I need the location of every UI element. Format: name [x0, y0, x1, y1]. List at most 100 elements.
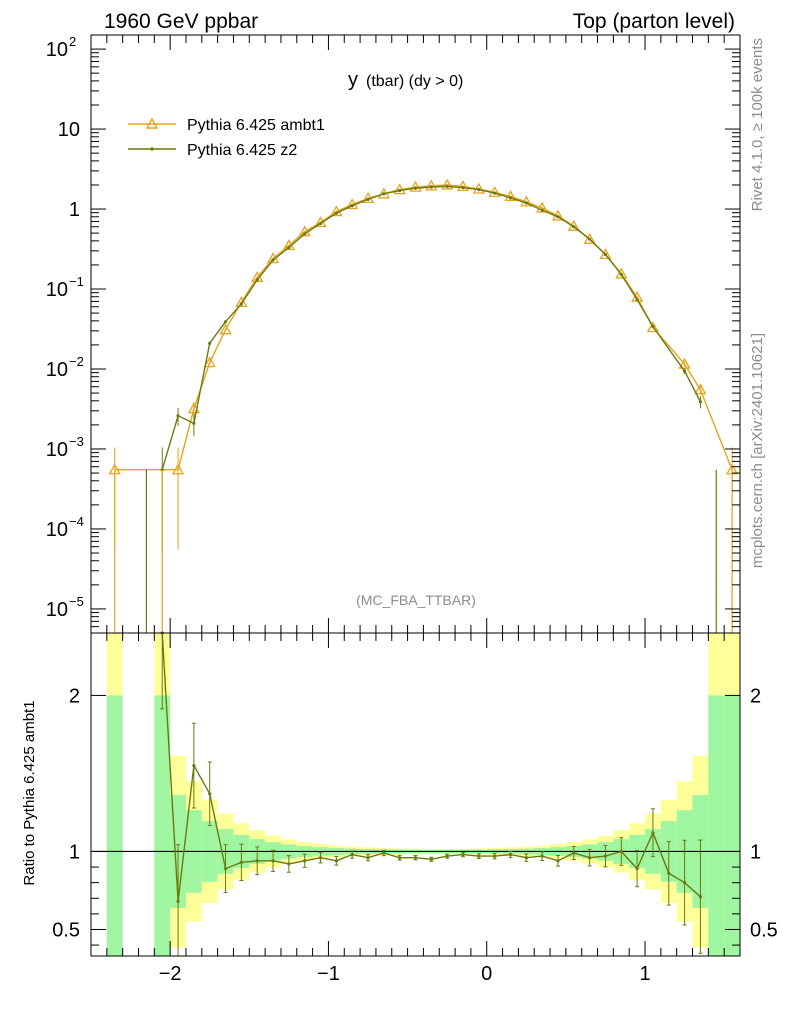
- data-point-z2: [366, 197, 370, 201]
- ratio-point-z2: [461, 852, 465, 857]
- ratio-point-z2: [540, 854, 544, 858]
- y-tick-exponent: −4: [69, 514, 84, 529]
- data-point-ambt1: [330, 205, 343, 217]
- data-point-ambt1: [203, 356, 216, 368]
- data-point-z2: [382, 192, 386, 196]
- data-point-z2: [524, 201, 528, 205]
- data-point-ambt1: [425, 179, 438, 191]
- ratio-point-z2: [635, 867, 639, 871]
- band-inner: [154, 695, 171, 956]
- ratio-y-tick-label-right: 1: [750, 841, 761, 863]
- y-tick-label: 10: [46, 279, 68, 301]
- x-tick-label: −1: [317, 963, 340, 985]
- data-point-ambt1: [472, 182, 485, 194]
- y-tick-exponent: −5: [69, 594, 84, 609]
- data-point-z2: [635, 297, 639, 302]
- data-point-z2: [287, 245, 291, 250]
- ratio-point-z2: [524, 856, 528, 860]
- data-point-z2: [461, 186, 465, 190]
- y-tick-label: 10: [46, 359, 68, 381]
- ratio-y-tick-label: 0.5: [52, 919, 80, 941]
- ratio-y-tick-label-right: 0.5: [750, 919, 778, 941]
- y-tick-exponent: −3: [69, 434, 84, 449]
- ratio-y-tick-label: 2: [69, 685, 80, 707]
- watermark: (MC_FBA_TTBAR): [356, 592, 476, 608]
- data-point-z2: [208, 341, 212, 345]
- ratio-point-z2: [208, 792, 212, 796]
- ratio-point-z2: [493, 854, 497, 858]
- ratio-point-z2: [303, 859, 307, 863]
- ratio-point-z2: [255, 859, 259, 863]
- data-point-ambt1: [583, 232, 596, 244]
- data-point-z2: [508, 196, 513, 200]
- legend-z2-label: Pythia 6.425 z2: [187, 142, 297, 159]
- legend-z2-marker: [150, 147, 154, 151]
- ratio-point-z2: [350, 852, 354, 857]
- main-panel: y (tbar) (dy > 0) (MC_FBA_TTBAR) Pythia …: [46, 34, 741, 634]
- ratio-panel: 0.5 0.5 1 1 2 2 −2 −1 0 1 Ratio to Pythia 6.425 …: [21, 35, 778, 985]
- legend-ambt1-label: Pythia 6.425 ambt1: [187, 117, 325, 134]
- data-point-z2: [651, 324, 655, 329]
- y-tick-label: 1: [69, 199, 80, 221]
- ratio-point-z2: [619, 849, 623, 854]
- data-point-z2: [255, 278, 259, 282]
- y-tick-label: 10: [46, 439, 68, 461]
- band-inner: [708, 695, 725, 956]
- data-point-ambt1: [219, 323, 232, 335]
- y-tick-exponent: −1: [69, 274, 84, 289]
- data-point-z2: [350, 204, 354, 208]
- header-right: Top (parton level): [573, 10, 735, 33]
- data-point-z2: [239, 302, 243, 306]
- data-point-z2: [271, 258, 275, 262]
- ratio-point-z2: [223, 867, 228, 871]
- data-point-z2: [445, 184, 449, 188]
- mcplots-label: mcplots.cern.ch [arXiv:2401.10621]: [749, 333, 766, 568]
- ratio-point-z2: [271, 859, 275, 863]
- data-point-ambt1: [520, 195, 533, 207]
- data-point-ambt1: [599, 248, 612, 260]
- legend: Pythia 6.425 ambt1 Pythia 6.425 z2: [128, 117, 325, 159]
- x-tick-label: 0: [481, 963, 492, 985]
- data-point-ambt1: [694, 383, 707, 395]
- ratio-point-z2: [698, 895, 703, 899]
- data-point-z2: [334, 211, 338, 215]
- chart-title-main: y: [348, 69, 358, 91]
- data-point-z2: [682, 369, 687, 373]
- data-point-ambt1: [235, 296, 248, 308]
- ratio-y-tick-label: 1: [69, 841, 80, 863]
- data-point-z2: [540, 208, 544, 212]
- data-point-z2: [413, 186, 418, 190]
- data-point-z2: [398, 189, 402, 193]
- data-point-ambt1: [488, 185, 501, 197]
- ratio-panel-frame: [90, 632, 741, 957]
- y-tick-label: 10: [58, 119, 80, 141]
- ratio-point-z2: [477, 854, 481, 858]
- band-inner: [724, 695, 740, 956]
- y-tick-label: 10: [46, 39, 68, 61]
- x-tick-label: 1: [639, 963, 650, 985]
- ratio-point-z2: [603, 854, 608, 858]
- data-point-ambt1: [536, 201, 549, 213]
- ratio-point-z2: [429, 857, 433, 861]
- data-point-ambt1: [409, 180, 422, 192]
- y-tick-label: 10: [46, 519, 68, 541]
- y-tick-exponent: 2: [69, 34, 76, 49]
- data-point-ambt1: [615, 267, 628, 279]
- y-tick-label: 10: [46, 599, 68, 621]
- data-point-z2: [588, 237, 592, 241]
- data-point-z2: [603, 252, 608, 257]
- data-point-ambt1: [171, 463, 185, 475]
- data-point-z2: [619, 272, 623, 277]
- data-point-z2: [556, 215, 560, 219]
- x-tick-label: −2: [159, 963, 182, 985]
- ratio-y-tick-label-right: 2: [750, 685, 761, 707]
- legend-ambt1-marker: [145, 117, 159, 129]
- data-point-z2: [493, 191, 497, 195]
- data-point-ambt1: [441, 178, 454, 190]
- ratio-point-z2: [382, 851, 386, 855]
- ratio-ylabel: Ratio to Pythia 6.425 ambt1: [21, 700, 38, 885]
- ratio-point-z2: [445, 854, 449, 858]
- data-point-z2: [192, 421, 196, 425]
- ratio-point-z2: [366, 856, 370, 860]
- ratio-point-z2: [682, 881, 687, 885]
